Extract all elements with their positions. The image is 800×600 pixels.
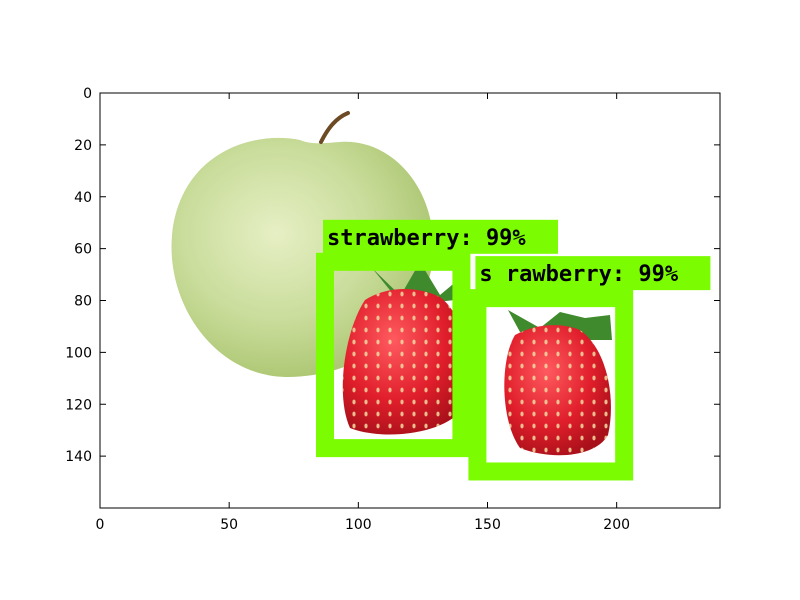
x-tick-label: 0 — [96, 517, 105, 533]
x-tick-label: 50 — [220, 517, 238, 533]
y-axis: 0 20 40 60 80 100 120 140 — [65, 86, 720, 465]
y-tick-label: 120 — [65, 397, 92, 413]
detection-box — [468, 289, 634, 481]
detection-label-bg — [475, 256, 711, 291]
detection-label: s rawberry: 99% — [479, 262, 678, 287]
detection-label-bg — [323, 219, 558, 254]
detection-label: strawberry: 99% — [327, 226, 526, 251]
y-tick-label: 40 — [74, 190, 92, 206]
detection-1: strawberry: 99% — [316, 219, 558, 458]
y-tick-label: 80 — [74, 294, 92, 310]
x-tick-label: 100 — [345, 517, 372, 533]
detection-overlays: strawberry: 99% s rawberry: 99% — [316, 219, 711, 481]
x-tick-label: 200 — [603, 517, 630, 533]
photo: strawberry: 99% s rawberry: 99% — [100, 93, 720, 508]
strawberry-2 — [504, 310, 612, 456]
y-tick-label: 140 — [65, 449, 92, 465]
y-tick-label: 0 — [83, 86, 92, 102]
y-tick-label: 20 — [74, 138, 92, 154]
x-tick-label: 150 — [474, 517, 501, 533]
x-axis: 0 50 100 150 200 — [96, 93, 630, 533]
y-tick-label: 60 — [74, 242, 92, 258]
detection-2: s rawberry: 99% — [468, 256, 711, 481]
strawberry-1 — [342, 262, 470, 435]
detection-box — [316, 252, 471, 458]
y-tick-label: 100 — [65, 345, 92, 361]
